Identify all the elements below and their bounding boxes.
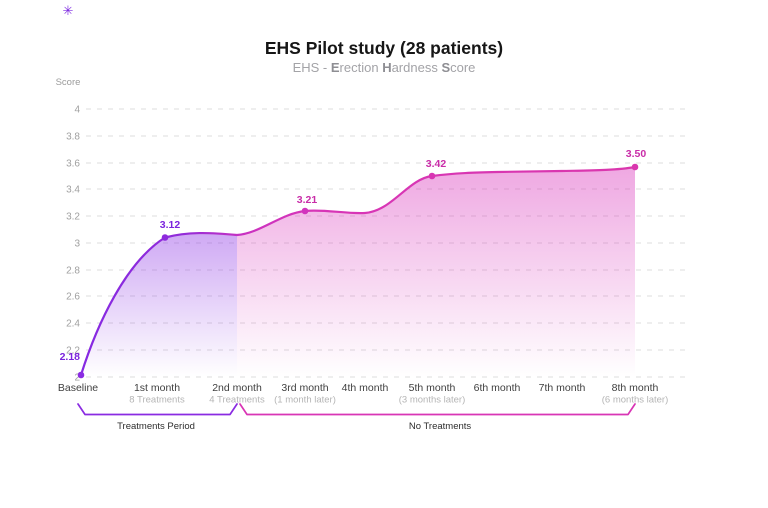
x-label-6th-month: 6th month <box>474 382 521 394</box>
y-tick: 3.8 <box>66 132 80 143</box>
y-tick: 2.6 <box>66 292 80 303</box>
no-treatments-brace <box>239 403 636 416</box>
x-label-3rd-month: 3rd month <box>281 382 328 394</box>
no-treatments-label: No Treatments <box>409 421 472 432</box>
x-label-1st-month: 1st month <box>134 382 180 394</box>
value-label-1st-month: 3.12 <box>160 219 181 231</box>
y-axis-title: Score <box>56 77 81 88</box>
value-labels: 2.18 3.12 3.21 3.42 3.50 <box>60 148 647 363</box>
area-fill-treatment-phase <box>81 233 237 377</box>
treatments-period-label: Treatments Period <box>117 421 195 432</box>
x-sublabel-8th-month: (6 months later) <box>602 395 669 406</box>
x-sublabel-5th-month: (3 months later) <box>399 395 466 406</box>
area-fill-no-treatment-phase <box>237 167 635 377</box>
logo-mark: ✳ <box>63 3 74 18</box>
y-tick: 2 <box>74 373 80 384</box>
data-point-1st-month[interactable] <box>161 234 169 241</box>
subtitle-part: rection <box>340 60 383 75</box>
y-tick: 3.2 <box>66 212 80 223</box>
data-point-5th-month[interactable] <box>428 172 436 180</box>
x-axis-labels: Baseline 1st month 2nd month 3rd month 4… <box>58 382 668 406</box>
subtitle-part-bold: E <box>331 60 340 75</box>
data-points <box>77 163 639 379</box>
y-tick: 2.2 <box>66 346 80 357</box>
y-tick: 2.4 <box>66 319 80 330</box>
y-axis-ticks: 4 3.8 3.6 3.4 3.2 3 2.8 2.6 2.4 2.2 2 <box>66 105 80 384</box>
subtitle-part-bold: S <box>441 60 450 75</box>
data-point-8th-month[interactable] <box>631 163 639 171</box>
x-label-5th-month: 5th month <box>409 382 456 394</box>
y-tick: 3.4 <box>66 185 80 196</box>
data-point-3rd-month[interactable] <box>301 207 309 215</box>
value-label-3rd-month: 3.21 <box>297 194 318 206</box>
subtitle-part: EHS - <box>293 60 331 75</box>
y-tick: 3 <box>74 239 80 250</box>
y-tick: 3.6 <box>66 159 80 170</box>
data-point-baseline[interactable] <box>77 371 85 379</box>
x-sublabel-3rd-month: (1 month later) <box>274 395 336 406</box>
value-label-8th-month: 3.50 <box>626 148 647 160</box>
x-label-7th-month: 7th month <box>539 382 586 394</box>
subtitle-part: core <box>450 60 475 75</box>
x-sublabel-1st-month: 8 Treatments <box>129 395 185 406</box>
y-tick: 4 <box>74 105 80 116</box>
chart-subtitle: EHS - Erection Hardness Score <box>293 60 476 75</box>
subtitle-part-bold: H <box>382 60 391 75</box>
value-label-5th-month: 3.42 <box>426 158 447 170</box>
chart-title: EHS Pilot study (28 patients) <box>265 38 503 58</box>
x-label-4th-month: 4th month <box>342 382 389 394</box>
x-label-baseline: Baseline <box>58 382 98 394</box>
x-sublabel-2nd-month: 4 Treatments <box>209 395 265 406</box>
y-tick: 2.8 <box>66 266 80 277</box>
treatments-period-brace <box>77 403 238 416</box>
x-label-2nd-month: 2nd month <box>212 382 262 394</box>
value-label-baseline: 2.18 <box>60 351 81 363</box>
subtitle-part: ardness <box>392 60 442 75</box>
x-label-8th-month: 8th month <box>612 382 659 394</box>
